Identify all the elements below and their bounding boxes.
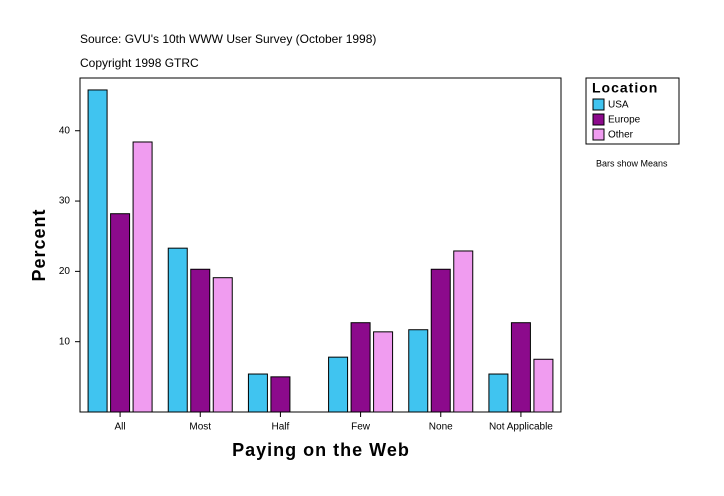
legend-label: Other <box>608 130 634 141</box>
x-tick-label: Half <box>272 422 290 433</box>
bar <box>350 322 371 413</box>
bar <box>167 247 188 413</box>
legend-swatch <box>592 113 605 126</box>
bar <box>488 373 509 413</box>
plot-frame <box>79 77 562 413</box>
x-tick-label: None <box>429 422 453 433</box>
x-tick-label: All <box>115 422 126 433</box>
bar <box>510 322 531 413</box>
bar <box>430 268 451 413</box>
legend-swatch <box>592 128 605 141</box>
bar <box>110 213 131 413</box>
y-axis-label: Percent <box>29 208 49 281</box>
bar <box>533 358 554 413</box>
bar <box>408 329 429 413</box>
bar <box>270 376 291 413</box>
x-tick-label: Few <box>351 422 371 433</box>
legend-title: Location <box>592 80 658 96</box>
legend-swatch <box>592 98 605 111</box>
y-tick-label: 10 <box>59 336 71 347</box>
y-tick-label: 30 <box>59 196 71 207</box>
bar <box>190 268 211 413</box>
y-tick-label: 40 <box>59 125 71 136</box>
bar <box>247 373 268 413</box>
chart-subtitle: Copyright 1998 GTRC <box>80 56 199 70</box>
bar <box>373 331 394 413</box>
chart-title: Source: GVU's 10th WWW User Survey (Octo… <box>80 32 376 46</box>
bar <box>453 250 474 413</box>
bar <box>132 141 153 413</box>
bar <box>212 277 233 413</box>
y-tick-label: 20 <box>59 266 71 277</box>
x-tick-label: Not Applicable <box>489 422 553 433</box>
bar <box>328 356 349 413</box>
x-axis-label: Paying on the Web <box>232 440 410 460</box>
legend-label: Europe <box>608 115 641 126</box>
x-tick-label: Most <box>189 422 211 433</box>
note: Bars show Means <box>596 158 668 168</box>
bar <box>87 89 108 413</box>
legend-label: USA <box>608 100 629 111</box>
